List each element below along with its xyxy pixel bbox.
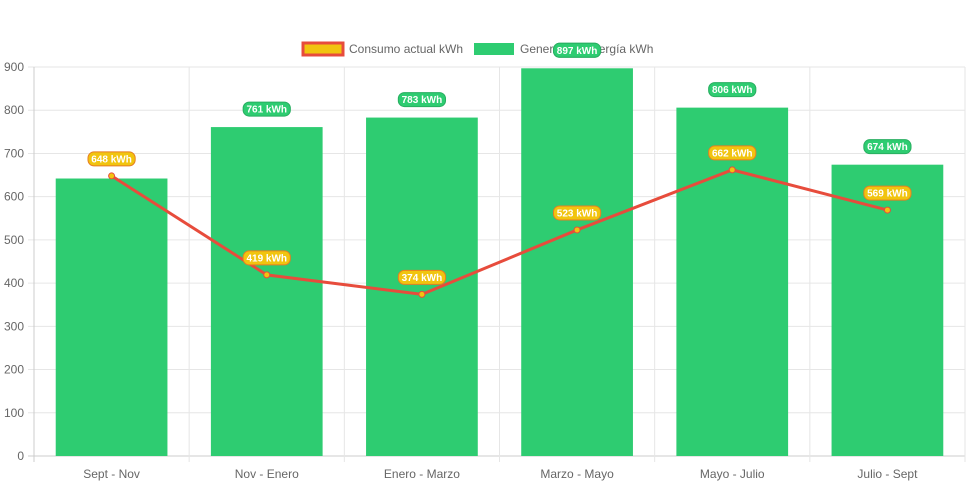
line-data-label-bg — [87, 151, 136, 167]
point-consumo — [883, 206, 891, 214]
line-data-label: 569 kWh — [867, 189, 908, 200]
line-data-label: 523 kWh — [557, 208, 598, 219]
bar-data-label-bg — [863, 139, 912, 155]
bar-generacion — [55, 178, 168, 456]
bar-data-label: 674 kWh — [867, 142, 908, 153]
y-tick-label: 0 — [17, 449, 24, 463]
y-tick-label: 900 — [4, 60, 24, 74]
x-tick-label: Marzo - Mayo — [540, 467, 614, 481]
point-consumo — [573, 226, 581, 234]
point-consumo — [108, 172, 116, 180]
bar-generacion — [676, 107, 789, 456]
x-tick-label: Sept - Nov — [83, 467, 140, 481]
x-tick-label: Enero - Marzo — [384, 467, 460, 481]
legend-label-consumo: Consumo actual kWh — [349, 42, 463, 56]
bar-data-label: 806 kWh — [712, 85, 753, 96]
bar-generacion — [366, 117, 478, 456]
bar-data-label-bg — [708, 82, 757, 98]
line-data-label: 419 kWh — [246, 253, 287, 264]
bar-data-label-top: 897 kWh — [557, 46, 598, 57]
line-data-label: 374 kWh — [402, 273, 443, 284]
line-data-label-bg — [863, 185, 912, 201]
y-tick-label: 800 — [4, 103, 24, 117]
legend-swatch-consumo — [301, 41, 345, 57]
bar-generacion — [210, 127, 323, 456]
point-consumo — [418, 290, 426, 298]
bar-data-label-bg — [397, 92, 447, 108]
x-tick-label: Mayo - Julio — [700, 467, 765, 481]
bar-data-label-top-bg — [552, 42, 602, 58]
y-tick-label: 300 — [4, 319, 24, 333]
y-tick-label: 200 — [4, 363, 24, 377]
bar-generacion — [521, 68, 633, 457]
line-data-label-bg — [708, 145, 757, 161]
line-consumo — [110, 168, 888, 296]
point-consumo — [728, 166, 736, 174]
y-tick-label: 500 — [4, 233, 24, 247]
line-data-label-bg — [552, 205, 602, 221]
x-tick-label: Julio - Sept — [857, 467, 918, 481]
x-tick-label: Nov - Enero — [235, 467, 299, 481]
bar-data-label: 783 kWh — [402, 95, 443, 106]
line-data-label: 648 kWh — [91, 154, 132, 165]
line-data-label: 662 kWh — [712, 148, 753, 159]
legend-swatch-generacion — [474, 43, 514, 55]
y-tick-label: 400 — [4, 276, 24, 290]
bar-data-label: 761 kWh — [246, 105, 287, 116]
point-consumo — [263, 271, 271, 279]
bar-data-label-bg — [242, 101, 291, 117]
line-data-label-bg — [242, 250, 291, 266]
y-tick-label: 600 — [4, 190, 24, 204]
y-tick-label: 100 — [4, 406, 24, 420]
y-tick-label: 700 — [4, 146, 24, 160]
line-data-label-bg — [397, 269, 447, 285]
